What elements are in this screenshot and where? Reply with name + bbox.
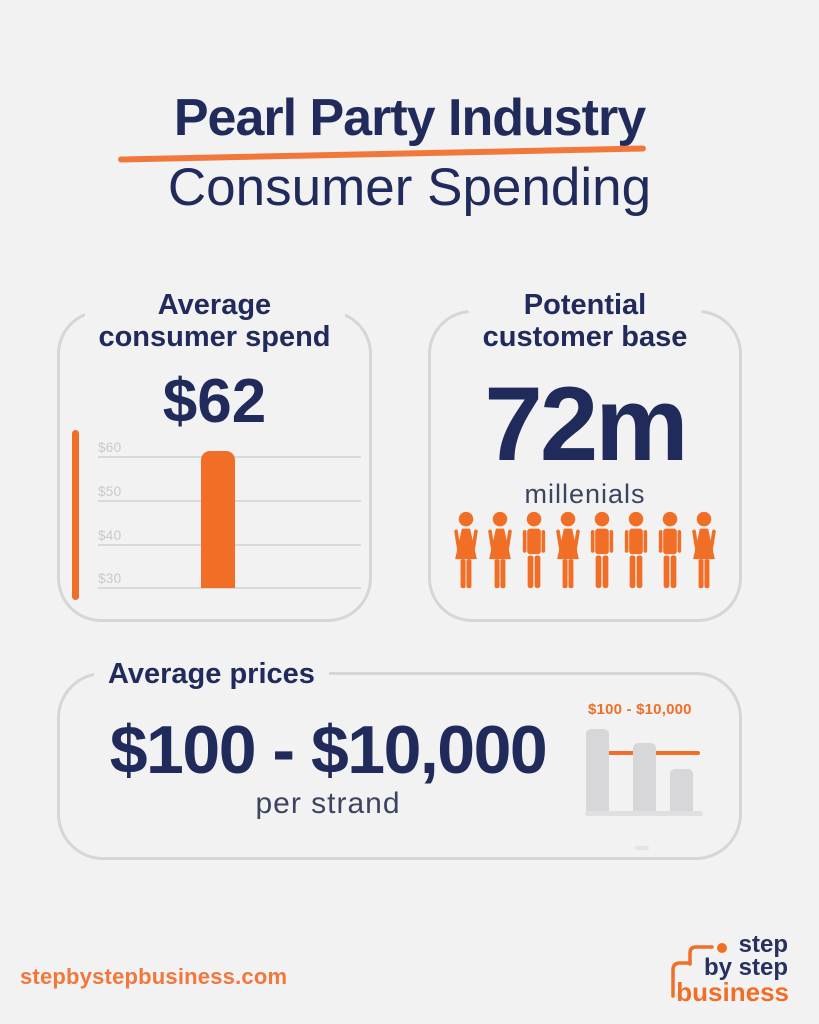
customer-base-unit: millenials — [524, 479, 646, 509]
card-title-line2: consumer spend — [98, 321, 331, 353]
mini-bar-chart: $100 - $10,000 — [580, 701, 720, 816]
page-subtitle: Consumer Spending — [167, 158, 652, 217]
ytick-label: $50 — [98, 484, 122, 499]
card-title-line2: customer base — [482, 321, 688, 353]
card-potential-customer-base: Potential customer base 72m millenials — [428, 289, 742, 622]
card-average-consumer-spend: Average consumer spend $62 $60 $50 $40 $30 — [57, 289, 372, 622]
price-unit: per strand — [255, 787, 401, 820]
card-title-customer-base: Potential customer base — [468, 289, 702, 353]
person-man-icon — [624, 511, 648, 589]
ytick-label: $30 — [98, 571, 122, 586]
card-title-line1: Potential — [523, 289, 647, 321]
people-pictograph — [450, 511, 720, 589]
person-woman-icon — [692, 511, 716, 589]
card-title-average-prices: Average prices — [94, 660, 329, 689]
mini-chart-bar — [670, 769, 693, 811]
card-average-prices: Average prices $100 - $10,000 per strand… — [57, 660, 742, 860]
mini-chart-bars — [586, 726, 700, 811]
logo-text-by-step: by step — [703, 954, 788, 981]
mini-chart-baseline — [585, 811, 703, 816]
logo-stairs-icon — [671, 945, 714, 998]
mini-chart-annotation: $100 - $10,000 — [588, 701, 692, 718]
consumer-spend-value: $62 — [162, 367, 267, 436]
card-title-consumer-spend: Average consumer spend — [84, 289, 345, 353]
price-block: $100 - $10,000 per strand — [98, 712, 558, 821]
ytick-label: $40 — [98, 528, 122, 543]
gridline — [98, 587, 361, 589]
mini-chart-bar — [586, 729, 609, 811]
price-range-value: $100 - $10,000 — [109, 712, 548, 788]
bar-chart-y-axis — [72, 430, 79, 600]
person-woman-icon — [488, 511, 512, 589]
brand-logo[interactable]: step by step business — [658, 930, 804, 1010]
bar-chart-bar — [201, 451, 235, 588]
mini-chart-bar — [633, 743, 656, 811]
logo-text-step: step — [738, 931, 788, 958]
person-man-icon — [590, 511, 614, 589]
gridline-row: $30 — [98, 571, 361, 589]
person-man-icon — [658, 511, 682, 589]
person-man-icon — [522, 511, 546, 589]
person-woman-icon — [454, 511, 478, 589]
website-link[interactable]: stepbystepbusiness.com — [20, 964, 288, 989]
customer-base-value: 72m — [484, 366, 688, 483]
logo-dot-icon — [717, 943, 727, 953]
card-title-line1: Average — [157, 289, 272, 321]
logo-text-business: business — [676, 977, 789, 1007]
page-title: Pearl Party Industry — [173, 89, 646, 147]
ytick-label: $60 — [98, 440, 122, 455]
decorative-dash — [635, 846, 649, 850]
person-woman-icon — [556, 511, 580, 589]
